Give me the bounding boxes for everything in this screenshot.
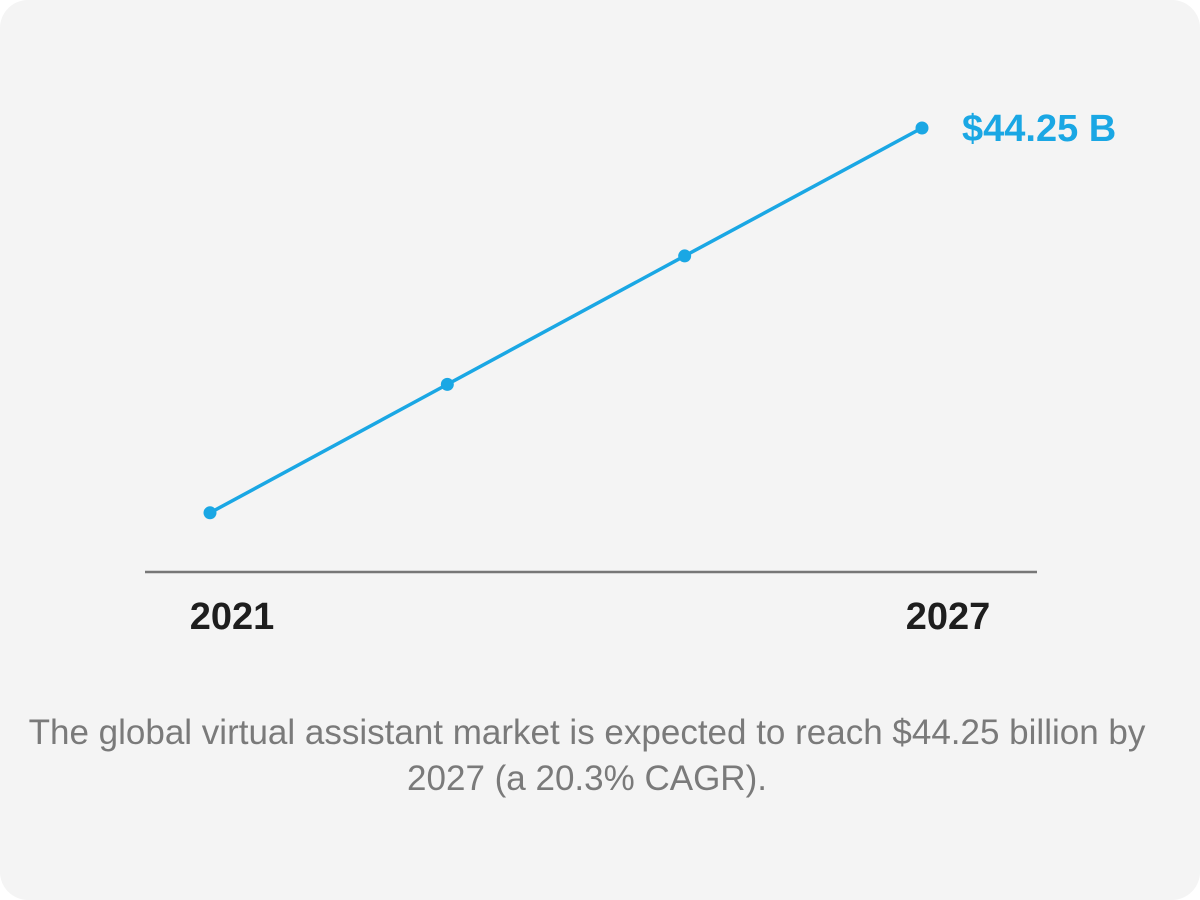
data-point-2025 xyxy=(678,249,692,263)
caption: The global virtual assistant market is e… xyxy=(28,713,1146,798)
data-point-2023 xyxy=(440,377,454,391)
data-point-2027 xyxy=(915,121,929,135)
end-value-label: $44.25 B xyxy=(962,108,1116,150)
series-line xyxy=(209,126,923,515)
x-tick-label-2021: 2021 xyxy=(190,596,275,638)
data-point-2021 xyxy=(203,506,217,520)
x-tick-label-2027: 2027 xyxy=(906,596,991,638)
